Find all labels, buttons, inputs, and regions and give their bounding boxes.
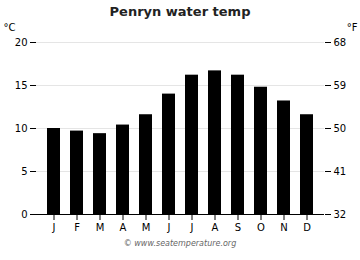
- html-text:Penryn water temp: Penryn water temp: [109, 4, 251, 19]
- svg-text:50: 50: [334, 123, 347, 134]
- html-text:© www.seatemperature.org: © www.seatemperature.org: [123, 239, 237, 248]
- svg-text:°C: °C: [4, 22, 16, 33]
- svg-text:M: M: [96, 222, 105, 233]
- svg-text:J: J: [190, 222, 194, 233]
- svg-text:5: 5: [21, 166, 27, 177]
- svg-text:41: 41: [334, 166, 347, 177]
- svg-text:32: 32: [334, 209, 347, 220]
- svg-text:J: J: [52, 222, 56, 233]
- svg-text:M: M: [142, 222, 151, 233]
- svg-text:O: O: [257, 222, 265, 233]
- svg-text:15: 15: [15, 80, 28, 91]
- svg-text:S: S: [235, 222, 241, 233]
- svg-text:68: 68: [334, 37, 347, 48]
- svg-text:59: 59: [334, 80, 347, 91]
- svg-text:J: J: [167, 222, 171, 233]
- svg-text:°F: °F: [347, 22, 358, 33]
- svg-text:A: A: [212, 222, 219, 233]
- svg-text:N: N: [280, 222, 287, 233]
- svg-text:20: 20: [15, 37, 28, 48]
- svg-text:A: A: [120, 222, 127, 233]
- svg-text:10: 10: [15, 123, 28, 134]
- svg-text:F: F: [74, 222, 80, 233]
- svg-text:D: D: [303, 222, 311, 233]
- svg-text:0: 0: [21, 209, 27, 220]
